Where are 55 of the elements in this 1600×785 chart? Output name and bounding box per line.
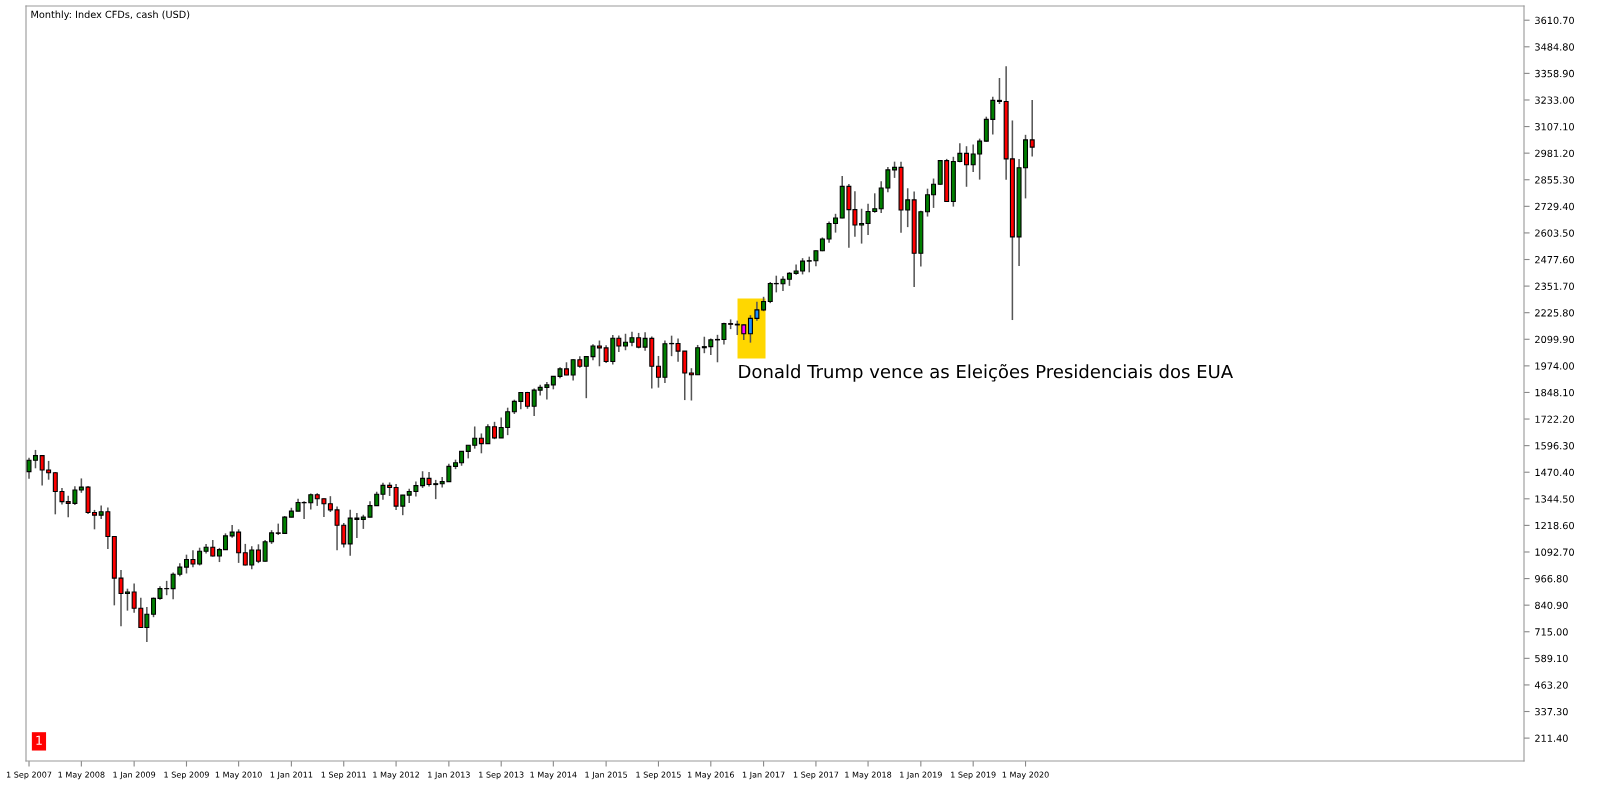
- x-tick-label: 1 Jan 2019: [900, 771, 942, 780]
- y-tick-label: 1596.30: [1535, 442, 1574, 450]
- y-tick-label: 3358.90: [1535, 69, 1574, 78]
- x-tick-label: 1 Sep 2013: [479, 771, 524, 780]
- y-tick-label: 1470.40: [1535, 468, 1574, 477]
- x-tick-label: 1 May 2010: [215, 771, 262, 780]
- y-tick-label: 1722.20: [1535, 415, 1574, 423]
- candlestick: [255, 543, 261, 564]
- x-tick-label: 1 Sep 2015: [636, 771, 681, 780]
- x-tick-label: 1 Jan 2011: [270, 771, 313, 780]
- y-tick-label: 2981.20: [1535, 149, 1574, 157]
- x-tick-label: 1 Sep 2017: [793, 771, 839, 780]
- x-tick-label: 1 Sep 2009: [164, 771, 209, 780]
- chart-title: Monthly: Index CFDs, cash (USD): [31, 10, 190, 20]
- y-tick-label: 463.20: [1534, 681, 1568, 689]
- y-tick-label: 2603.50: [1535, 229, 1574, 237]
- y-tick-label: 2351.70: [1535, 282, 1574, 290]
- y-tick-label: 2855.30: [1535, 176, 1574, 184]
- y-tick-label: 2099.90: [1535, 335, 1574, 344]
- y-tick-label: 1344.50: [1535, 495, 1574, 503]
- y-tick-label: 2729.40: [1535, 202, 1574, 211]
- x-tick-label: 1 Sep 2007: [6, 771, 52, 780]
- y-tick-label: 3484.80: [1535, 43, 1574, 51]
- x-tick-label: 1 Jan 2009: [113, 771, 156, 780]
- candlestick: [964, 145, 969, 188]
- x-tick-label: 1 May 2020: [1002, 771, 1049, 780]
- x-tick-label: 1 Sep 2011: [321, 771, 366, 780]
- y-tick-label: 715.00: [1535, 628, 1568, 636]
- x-tick-label: 1 May 2008: [58, 771, 105, 780]
- y-tick-label: 3233.00: [1535, 96, 1574, 104]
- x-tick-label: 1 May 2012: [373, 771, 419, 780]
- x-tick-label: 1 Jan 2015: [585, 771, 627, 780]
- x-tick-label: 1 May 2018: [845, 771, 892, 780]
- x-tick-label: 1 May 2016: [687, 771, 734, 780]
- y-tick-label: 1974.00: [1535, 362, 1574, 370]
- x-tick-label: 1 May 2014: [530, 771, 577, 780]
- x-tick-label: 1 Jan 2013: [428, 771, 470, 780]
- x-tick-label: 1 Jan 2017: [742, 771, 785, 780]
- y-tick-label: 337.30: [1535, 708, 1568, 716]
- annotation: 1: [36, 735, 42, 745]
- y-tick-label: 3610.70: [1535, 16, 1574, 25]
- candlestick: [1029, 99, 1035, 158]
- y-tick-label: 1218.60: [1535, 521, 1574, 530]
- y-tick-label: 211.40: [1535, 734, 1568, 742]
- x-tick-label: 1 Sep 2019: [951, 771, 996, 780]
- y-tick-label: 2225.80: [1535, 309, 1574, 317]
- y-tick-label: 966.80: [1535, 575, 1568, 583]
- candlestick: [996, 77, 1002, 105]
- y-tick-label: 589.10: [1535, 654, 1568, 663]
- annotation: Donald Trump vence as Eleições Presidenciais dos EUA: [739, 364, 1233, 382]
- y-tick-label: 1848.10: [1535, 388, 1574, 397]
- y-tick-label: 840.90: [1535, 601, 1568, 609]
- y-tick-label: 2477.60: [1535, 255, 1574, 264]
- y-tick-label: 3107.10: [1535, 123, 1574, 131]
- y-tick-label: 1092.70: [1535, 548, 1574, 556]
